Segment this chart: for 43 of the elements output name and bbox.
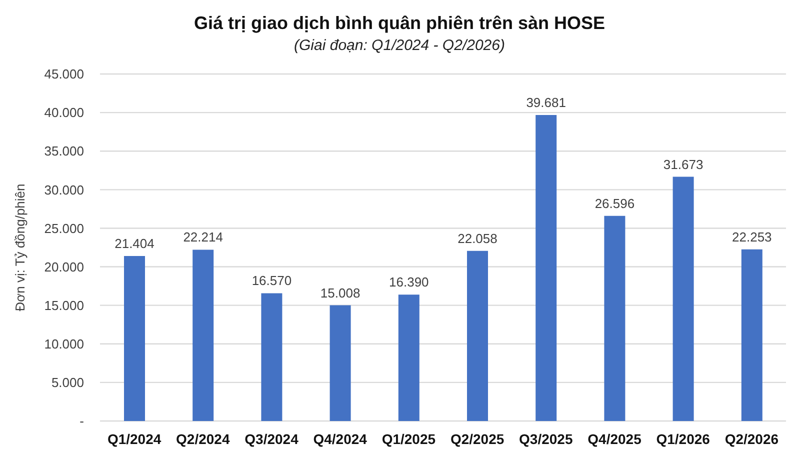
- bar: [672, 176, 694, 421]
- y-axis-title: Đơn vị: Tỷ đồng/phiên: [12, 184, 28, 312]
- chart-subtitle: (Giai đoạn: Q1/2024 - Q2/2026): [293, 37, 506, 54]
- bar: [398, 294, 420, 421]
- data-label: 26.596: [594, 196, 635, 211]
- y-tick-label: 10.000: [44, 336, 84, 352]
- x-tick-label: Q2/2024: [176, 430, 230, 447]
- y-tick-label: 40.000: [44, 105, 84, 120]
- y-tick-label: 30.000: [44, 182, 84, 198]
- x-tick-label: Q2/2025: [450, 430, 504, 447]
- chart-title: Giá trị giao dịch bình quân phiên trên sàn HOSE: [192, 13, 606, 34]
- bar: [192, 250, 214, 421]
- y-tick-label: 45.000: [44, 66, 84, 82]
- data-label: 22.214: [183, 230, 223, 245]
- data-label: 16.390: [389, 274, 429, 290]
- data-label: 31.673: [663, 156, 704, 172]
- y-tick-label: 15.000: [44, 298, 84, 313]
- x-tick-label: Q3/2024: [244, 430, 299, 447]
- data-label: 22.058: [458, 230, 498, 246]
- y-tick-label: 35.000: [44, 144, 84, 159]
- x-tick-label: Q1/2026: [656, 430, 710, 447]
- data-label: 16.570: [252, 273, 292, 288]
- data-label: 39.681: [526, 95, 566, 110]
- data-label: 21.404: [114, 236, 154, 251]
- bar: [604, 216, 626, 421]
- x-tick-label: Q3/2025: [519, 430, 573, 447]
- bar: [124, 256, 145, 421]
- y-tick-label: 20.000: [44, 259, 84, 274]
- x-tick-label: Q1/2025: [382, 430, 436, 447]
- x-tick-label: Q2/2026: [724, 430, 779, 447]
- x-tick-label: Q4/2024: [313, 430, 368, 447]
- y-tick-label: 5.000: [51, 375, 84, 390]
- x-tick-label: Q1/2024: [107, 430, 162, 447]
- y-tick-label: 25.000: [44, 220, 84, 236]
- x-tick-label: Q4/2025: [588, 430, 642, 447]
- bar: [330, 305, 351, 421]
- bar: [536, 115, 557, 421]
- bar: [261, 293, 282, 421]
- data-label: 15.008: [320, 285, 360, 300]
- data-label: 22.253: [732, 229, 772, 244]
- bar: [741, 249, 762, 421]
- bar: [467, 250, 488, 421]
- y-tick-label: -: [80, 414, 84, 429]
